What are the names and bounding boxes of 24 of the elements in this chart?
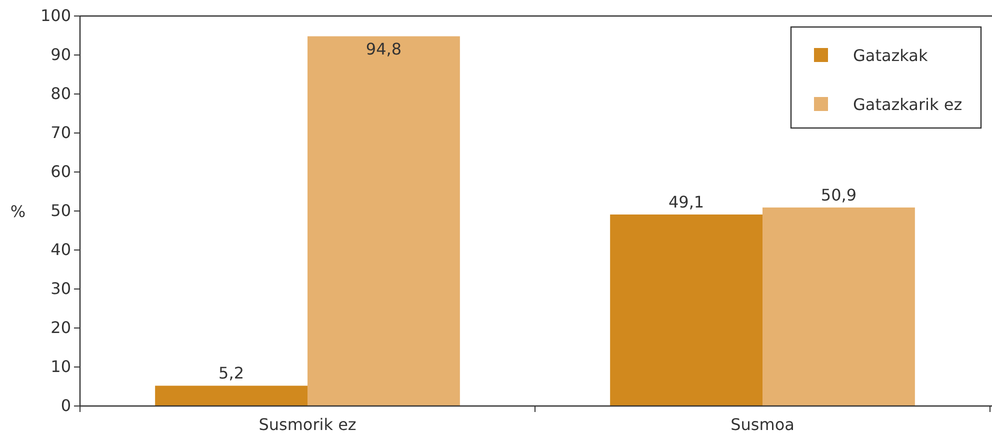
y-tick-label: 50 [50, 201, 71, 220]
x-tick-label: Susmoa [730, 415, 794, 434]
data-label: 49,1 [668, 192, 704, 212]
y-tick-label: 100 [40, 6, 71, 26]
data-label: 50,9 [820, 185, 857, 204]
y-tick-label: 80 [50, 84, 71, 104]
bar [155, 386, 308, 406]
data-label: 5,2 [218, 364, 244, 383]
bar [610, 214, 762, 406]
bar [308, 36, 460, 406]
y-tick-label: 10 [50, 357, 71, 376]
legend-label: Gatazkarik ez [853, 95, 962, 114]
y-axis-title: % [10, 202, 26, 221]
y-tick-label: 30 [50, 279, 71, 298]
y-tick-label: 60 [50, 162, 71, 182]
bar [762, 207, 915, 406]
y-tick-label: 0 [60, 396, 71, 416]
y-tick-label: 20 [50, 318, 71, 338]
y-tick-label: 40 [50, 240, 71, 260]
data-label: 94,8 [366, 39, 402, 58]
y-tick-label: 90 [50, 45, 71, 64]
legend-label: Gatazkak [853, 46, 928, 65]
x-tick-label: Susmorik ez [258, 415, 356, 434]
y-tick-label: 70 [50, 123, 71, 142]
